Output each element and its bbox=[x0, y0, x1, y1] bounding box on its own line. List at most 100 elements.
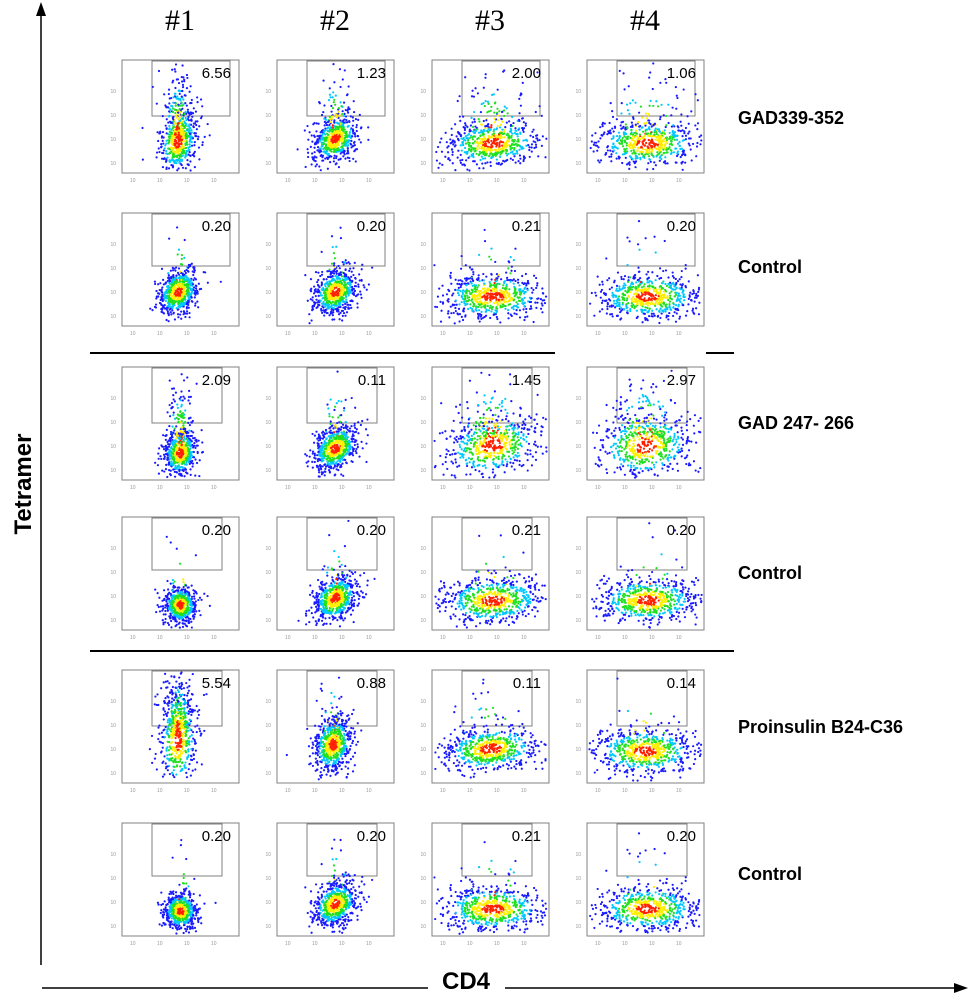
panel-r2-c2-event-dot bbox=[360, 268, 363, 271]
panel-r2-c3-event-dot bbox=[500, 291, 503, 294]
panel-r1-c2-event-dot bbox=[320, 141, 323, 144]
panel-r1-c3-event-dot bbox=[510, 134, 513, 138]
panel-r2-c3-event-dot bbox=[509, 303, 512, 306]
panel-r1-c4-event-dot bbox=[641, 136, 645, 140]
panel-r1-c2-event-dot bbox=[309, 145, 312, 148]
panel-r1-c3-event-dot bbox=[499, 123, 503, 126]
panel-r2-c1-event-dot bbox=[186, 288, 189, 292]
panel-r2-c2-event-dot bbox=[325, 288, 329, 292]
panel-r1-c1-event-dot bbox=[181, 86, 185, 89]
panel-r2-c3-event-dot bbox=[457, 294, 461, 297]
panel-r1-c4-event-dot bbox=[629, 155, 632, 158]
panel-r2-c3-event-dot bbox=[479, 315, 482, 318]
panel-r2-c3-event-dot bbox=[460, 295, 463, 298]
panel-r2-c2-event-dot bbox=[341, 303, 344, 306]
panel-r1-c4-event-dot bbox=[683, 153, 686, 156]
panel-r1-c2-event-dot bbox=[304, 165, 307, 169]
panel-r1-c4-event-dot bbox=[615, 118, 618, 121]
panel-r1-c2-event-dot bbox=[329, 146, 332, 149]
panel-r2-c2-event-dot bbox=[320, 284, 323, 287]
panel-r1-c4-event-dot bbox=[611, 127, 614, 130]
panel-r1-c2-event-dot bbox=[334, 163, 337, 166]
panel-r2-c3-event-dot bbox=[466, 307, 470, 311]
panel-r1-c3-event-dot bbox=[518, 154, 522, 157]
panel-r1-c2-event-dot bbox=[319, 169, 322, 172]
panel-r1-c3-event-dot bbox=[522, 159, 525, 163]
panel-r1-c1-event-dot bbox=[157, 69, 161, 73]
panel-r1-c4-event-dot bbox=[689, 148, 692, 151]
panel-r1-c3-event-dot bbox=[463, 132, 466, 135]
panel-r2-c3-event-dot bbox=[471, 277, 474, 281]
panel-r1-c3-event-dot bbox=[505, 121, 508, 124]
panel-r2-c3-event-dot bbox=[537, 297, 540, 300]
panel-r1-c3-event-dot bbox=[451, 162, 454, 165]
panel-r1-c1-event-dot bbox=[190, 98, 193, 102]
panel-r1-c2-event-dot bbox=[324, 118, 328, 121]
panel-r1-c1-event-dot bbox=[184, 132, 188, 136]
panel-r1-c3-event-dot bbox=[457, 139, 460, 142]
panel-r2-c2-ytick: 10 bbox=[265, 314, 271, 320]
panel-r2-c2-event-dot bbox=[320, 250, 323, 253]
panel-r2-c4-event-dot bbox=[626, 263, 629, 267]
panel-r1-c1-event-dot bbox=[188, 130, 191, 133]
panel-r1-c4-event-dot bbox=[696, 122, 700, 125]
panel-r1-c2-event-dot bbox=[308, 131, 311, 134]
panel-r2-c4-event-dot bbox=[677, 292, 680, 295]
panel-r1-c3-event-dot bbox=[468, 169, 471, 172]
panel-r1-c4-event-dot bbox=[647, 113, 650, 116]
panel-r2-c4-event-dot bbox=[596, 275, 599, 278]
panel-r2-c2-event-dot bbox=[318, 304, 321, 307]
panel-r2-c3-event-dot bbox=[469, 292, 473, 295]
panel-r1-c4-event-dot bbox=[663, 137, 666, 140]
panel-r1-c3-event-dot bbox=[509, 130, 513, 134]
panel-r2-c3-event-dot bbox=[509, 280, 512, 283]
panel-r1-c1-event-dot bbox=[171, 140, 175, 143]
panel-r1-c3-event-dot bbox=[534, 110, 537, 114]
panel-r2-c4-event-dot bbox=[595, 294, 598, 297]
panel-r2-c4-event-dot bbox=[660, 282, 664, 285]
panel-r2-c1-event-dot bbox=[162, 306, 165, 309]
panel-r1-c2-event-dot bbox=[326, 129, 329, 133]
panel-r1-c1-event-dot bbox=[173, 136, 176, 139]
panel-r1-c4-event-dot bbox=[612, 142, 615, 145]
panel-r1-c3-event-dot bbox=[514, 142, 517, 145]
panel-r1-c3-event-dot bbox=[453, 141, 456, 144]
panel-r2-c3-event-dot bbox=[518, 316, 522, 319]
panel-r1-c4-event-dot bbox=[590, 140, 593, 143]
panel-r1-c4-event-dot bbox=[700, 134, 703, 137]
panel-r1-c1-event-dot bbox=[178, 155, 182, 158]
panel-r1-c3-event-dot bbox=[472, 155, 475, 159]
panel-r1-c4-event-dot bbox=[631, 152, 634, 155]
panel-r1-c2-event-dot bbox=[311, 156, 314, 159]
panel-r1-c1-event-dot bbox=[188, 150, 191, 154]
panel-r2-c2-event-dot bbox=[339, 291, 342, 294]
panel-r2-c2-event-dot bbox=[330, 279, 333, 283]
panel-r2-c3-event-dot bbox=[477, 305, 480, 309]
panel-r2-c2-event-dot bbox=[332, 278, 336, 281]
panel-r1-c2-event-dot bbox=[314, 165, 317, 168]
panel-r2-c4-event-dot bbox=[627, 301, 630, 305]
panel-r2-c3-event-dot bbox=[463, 277, 467, 280]
panel-r2-c1-event-dot bbox=[176, 296, 179, 299]
panel-r1-c2-event-dot bbox=[346, 125, 349, 128]
panel-r2-c1-event-dot bbox=[170, 305, 173, 309]
panel-r2-c4-event-dot bbox=[598, 283, 601, 286]
panel-r1-c1-event-dot bbox=[178, 89, 182, 93]
panel-r2-c3-event-dot bbox=[486, 304, 489, 308]
panel-r1-c1-event-dot bbox=[194, 120, 197, 123]
panel-r1-c3-event-dot bbox=[479, 134, 482, 138]
panel-r2-c3-event-dot bbox=[483, 306, 487, 309]
panel-r1-c1-event-dot bbox=[155, 156, 158, 159]
panel-r1-c3-event-dot bbox=[456, 156, 459, 159]
panel-r1-c3-event-dot bbox=[493, 128, 496, 131]
panel-r2-c4-event-dot bbox=[632, 303, 635, 307]
panel-r1-c1-event-dot bbox=[174, 70, 177, 73]
panel-r1-c2-event-dot bbox=[328, 149, 331, 152]
panel-r1-c1-event-dot bbox=[173, 92, 176, 95]
panel-r1-c3-event-dot bbox=[486, 147, 489, 150]
panel-r1-c1-event-dot bbox=[178, 113, 181, 116]
panel-r2-c2-event-dot bbox=[321, 297, 324, 300]
panel-r2-c3-event-dot bbox=[486, 287, 489, 290]
panel-r2-c1-event-dot bbox=[186, 276, 189, 280]
panel-r1-c3-event-dot bbox=[445, 141, 448, 144]
